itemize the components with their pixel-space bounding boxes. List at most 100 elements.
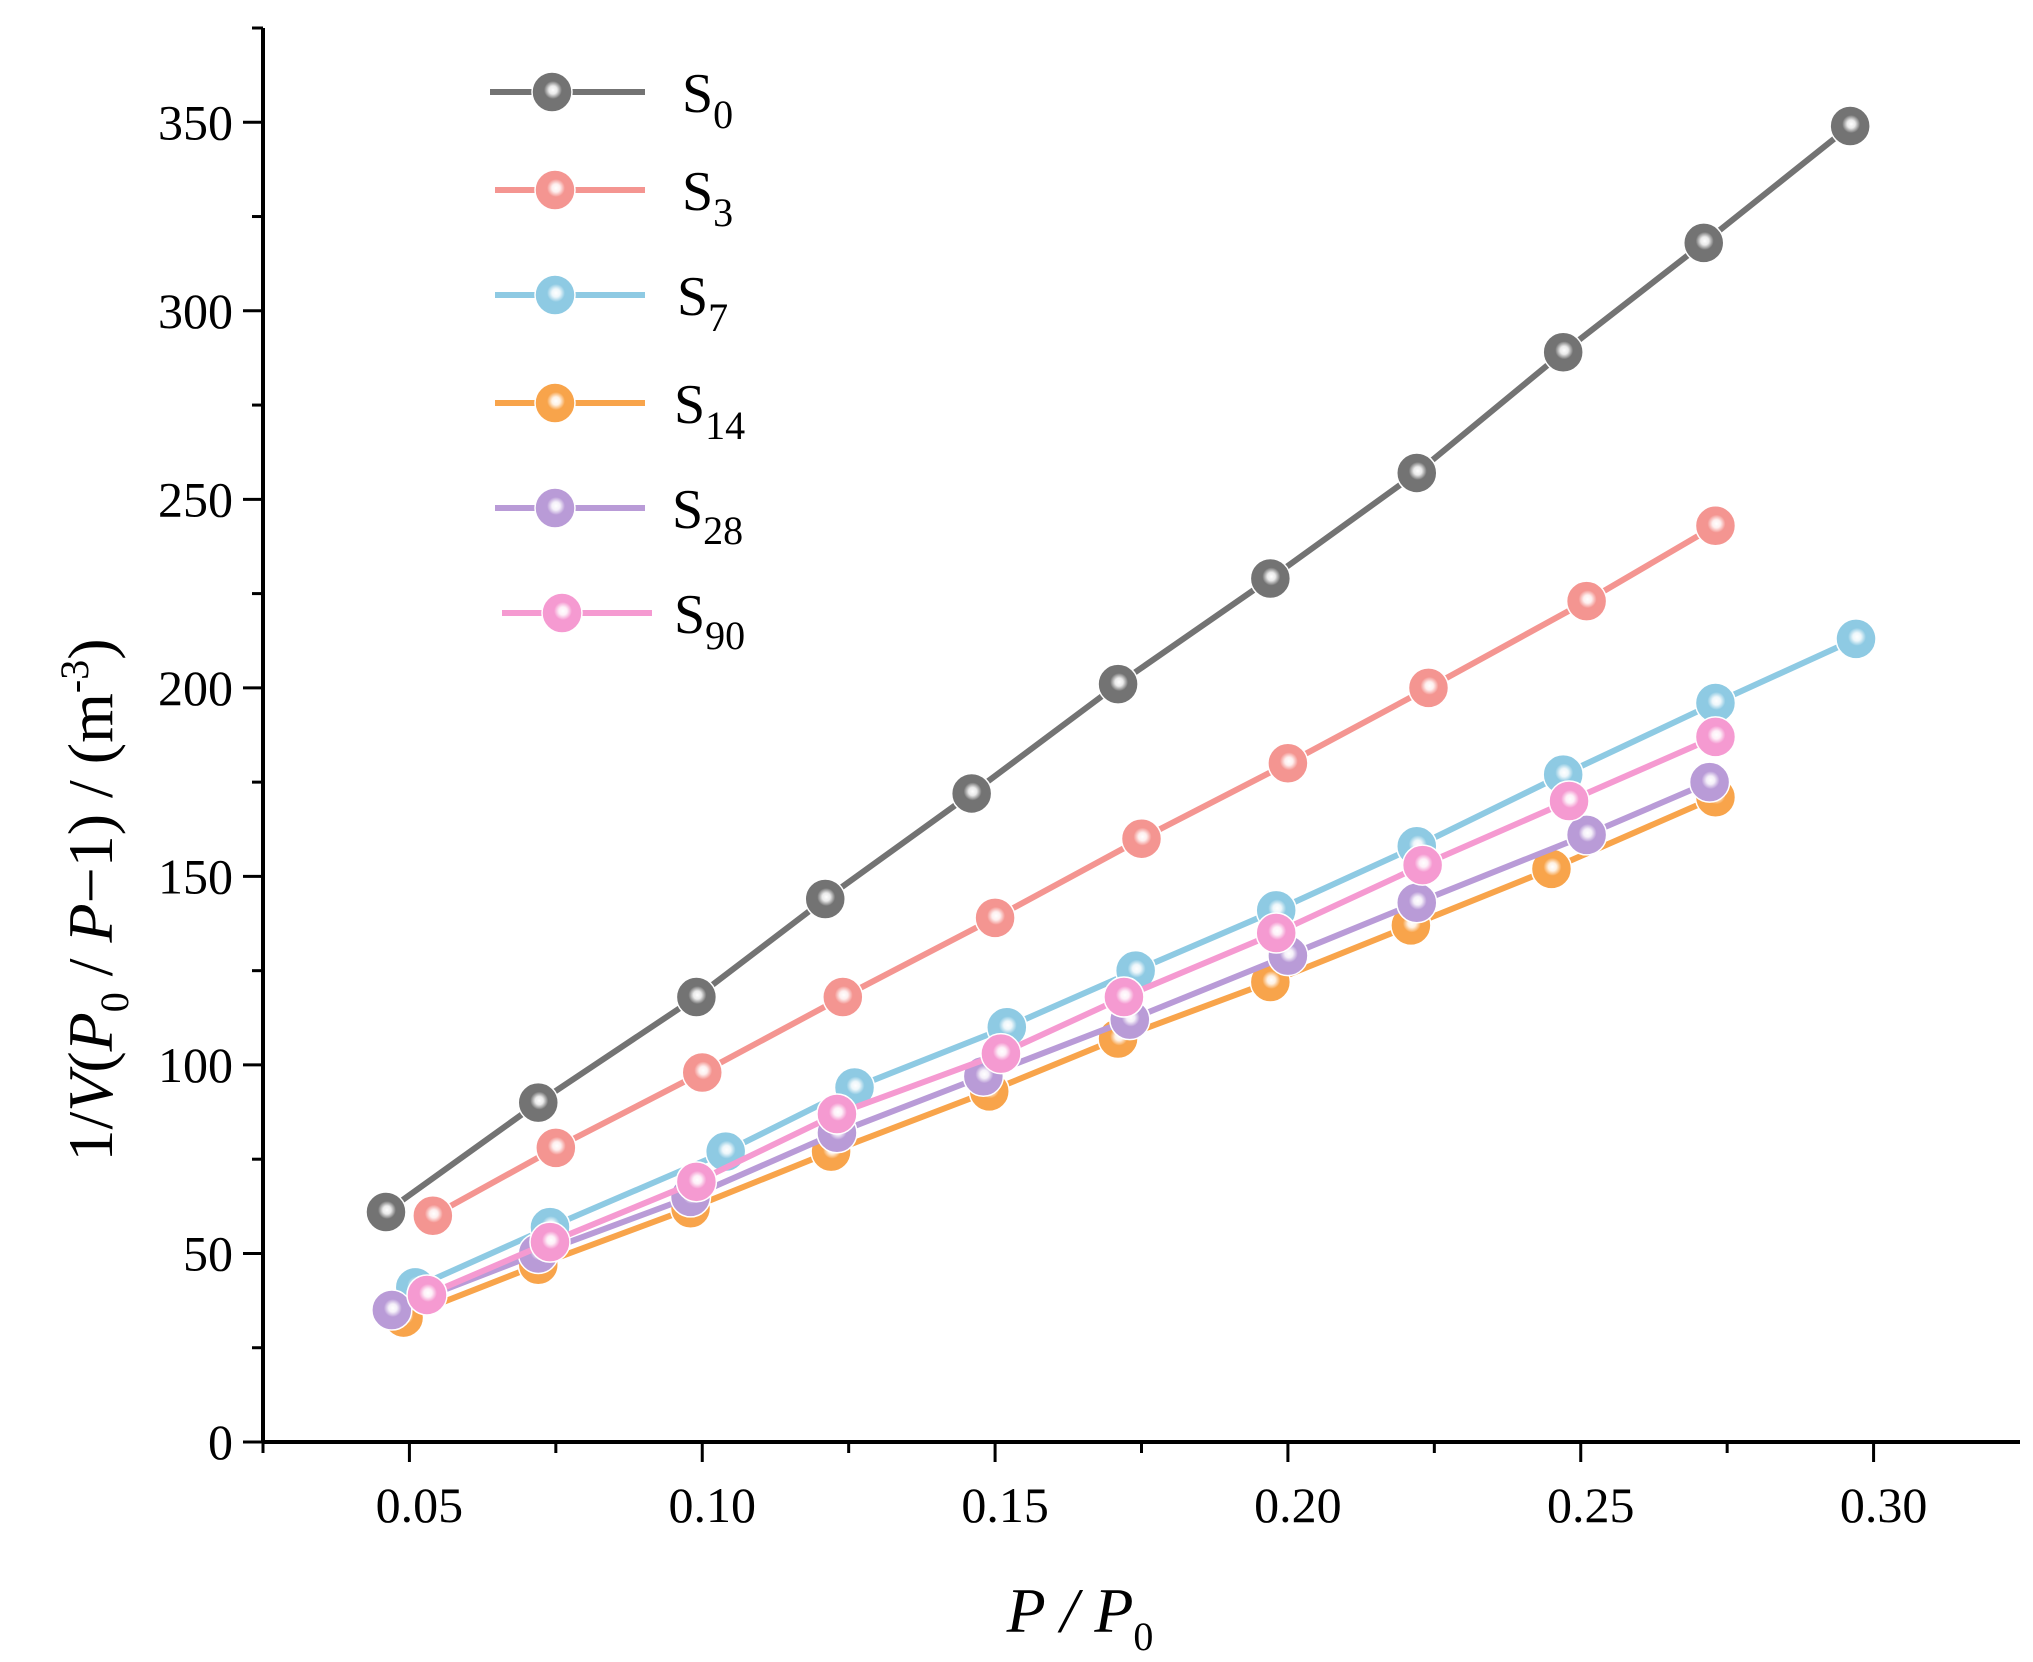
legend-label-main: S: [677, 266, 708, 328]
x-axis-title: P / P0: [1006, 1575, 1154, 1659]
data-point-highlight: [846, 1076, 865, 1095]
series-s90: [406, 716, 1737, 1316]
data-point-highlight: [1414, 854, 1433, 873]
legend-label-subscript: 0: [713, 92, 733, 137]
legend-label: S90: [674, 584, 745, 658]
data-point-highlight: [998, 1016, 1017, 1035]
data-point-highlight: [1408, 891, 1427, 910]
data-point-highlight: [1578, 823, 1597, 842]
series-s3: [412, 504, 1737, 1237]
data-point-highlight: [828, 1102, 847, 1121]
legend-label-main: S: [672, 479, 703, 541]
data-point-highlight: [717, 1140, 736, 1159]
x-tick-label: 0.10: [669, 1477, 757, 1533]
data-point-highlight: [1262, 970, 1281, 989]
data-point-highlight: [1133, 827, 1152, 846]
data-point-highlight: [1110, 673, 1129, 692]
data-point-highlight: [1262, 567, 1281, 586]
y-tick-label: 150: [158, 848, 233, 904]
data-point-highlight: [1707, 514, 1726, 533]
series-s14: [382, 776, 1737, 1339]
y-axis-title-open: (: [55, 1051, 126, 1072]
legend-label-main: S: [682, 63, 713, 125]
legend-label-main: S: [682, 161, 713, 223]
series-s0: [365, 105, 1871, 1233]
y-axis-title-p0: P: [55, 1012, 126, 1052]
data-point-highlight: [1695, 231, 1714, 250]
legend-label-subscript: 3: [713, 190, 733, 235]
data-point-highlight: [547, 1136, 566, 1155]
x-tick-label: 0.15: [961, 1477, 1049, 1533]
y-axis-title-mid: /: [55, 942, 126, 992]
data-point-highlight: [963, 782, 982, 801]
legend-item-s7: S7: [495, 266, 728, 340]
legend-label: S3: [682, 161, 733, 235]
y-axis-title-sub0: 0: [92, 992, 137, 1012]
data-point-highlight: [694, 1061, 713, 1080]
data-point-highlight: [541, 1231, 560, 1250]
series-line: [390, 779, 1711, 1313]
legend-label-main: S: [674, 374, 705, 436]
y-axis-title: 1/V(P0 / P−1) / (m-3): [52, 638, 137, 1161]
series-line: [431, 523, 1717, 1219]
y-axis-title-tail: −1) / (m: [55, 693, 126, 903]
data-point-highlight: [1127, 959, 1146, 978]
data-point-highlight: [1555, 763, 1574, 782]
legend-label-subscript: 7: [708, 295, 728, 340]
data-point-highlight: [1701, 771, 1720, 790]
data-point-highlight: [1555, 341, 1574, 360]
data-point-highlight: [688, 1170, 707, 1189]
legend-label-main: S: [674, 584, 705, 646]
legend-item-s90: S90: [502, 584, 745, 658]
legend-label: S14: [674, 374, 745, 448]
legend-label-subscript: 28: [703, 508, 743, 553]
legend-marker-highlight: [547, 497, 565, 515]
y-tick-label: 50: [183, 1225, 233, 1281]
data-point-highlight: [377, 1200, 396, 1219]
legend-label-subscript: 90: [705, 613, 745, 658]
y-tick-label: 100: [158, 1037, 233, 1093]
series-line: [402, 794, 1717, 1321]
axes-layer: 0 50 100 150 200 250 300 350 0.05 0.10 0.15 0.20 0.2…: [158, 26, 2020, 1533]
legend-item-s28: S28: [495, 479, 743, 553]
x-tick-label: 0.25: [1547, 1477, 1635, 1533]
data-point-highlight: [987, 906, 1006, 925]
data-point-highlight: [1842, 115, 1861, 134]
data-point-highlight: [418, 1283, 437, 1302]
data-point-highlight: [1561, 789, 1580, 808]
data-point-highlight: [530, 1091, 549, 1110]
legend-label-subscript: 14: [705, 403, 745, 448]
legend-label: S0: [682, 63, 733, 137]
series-s7: [394, 618, 1877, 1309]
legend-marker-highlight: [547, 284, 565, 302]
legend-label: S7: [677, 266, 728, 340]
legend-item-s14: S14: [495, 374, 745, 448]
data-point-highlight: [1543, 857, 1562, 876]
series-layer: [365, 105, 1877, 1339]
data-point-highlight: [1578, 590, 1597, 609]
y-tick-label: 0: [208, 1414, 233, 1470]
legend-item-s0: S0: [490, 63, 733, 137]
y-tick-label: 200: [158, 660, 233, 716]
data-point-highlight: [688, 986, 707, 1005]
series-s28: [371, 761, 1731, 1331]
data-point-highlight: [1707, 725, 1726, 744]
data-point-highlight: [1279, 752, 1298, 771]
y-axis-title-v: V: [55, 1066, 126, 1112]
y-axis-title-p: P: [55, 903, 126, 943]
y-tick-label: 300: [158, 283, 233, 339]
y-tick-label: 250: [158, 471, 233, 527]
data-point-highlight: [1420, 676, 1439, 695]
data-point-highlight: [1268, 921, 1287, 940]
data-point-highlight: [1115, 986, 1134, 1005]
data-point-highlight: [1408, 461, 1427, 480]
legend-label: S28: [672, 479, 743, 553]
legend-marker-highlight: [554, 602, 572, 620]
x-axis-title-subscript: 0: [1133, 1614, 1153, 1659]
y-tick-label: 350: [158, 94, 233, 150]
x-axis-title-main: P / P: [1006, 1575, 1134, 1646]
data-point-highlight: [383, 1299, 402, 1318]
legend-item-s3: S3: [495, 161, 733, 235]
